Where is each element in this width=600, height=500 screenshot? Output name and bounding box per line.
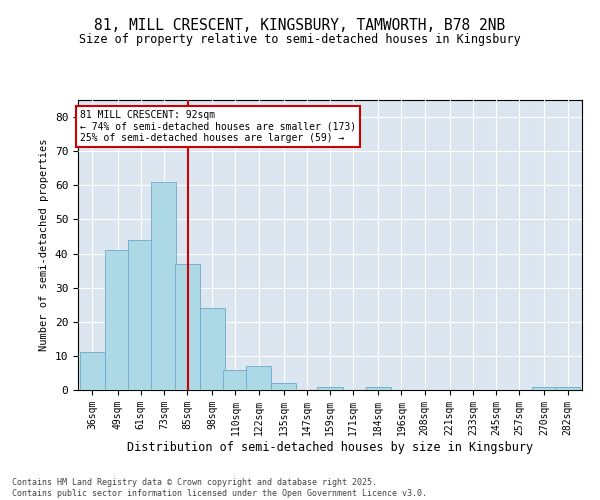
Bar [317,386,343,390]
Bar [555,386,580,390]
Y-axis label: Number of semi-detached properties: Number of semi-detached properties [39,138,49,352]
Text: 81 MILL CRESCENT: 92sqm
← 74% of semi-detached houses are smaller (173)
25% of s: 81 MILL CRESCENT: 92sqm ← 74% of semi-de… [80,110,356,144]
Bar [175,264,200,390]
Text: Contains HM Land Registry data © Crown copyright and database right 2025.
Contai: Contains HM Land Registry data © Crown c… [12,478,427,498]
Bar [128,240,154,390]
Text: 81, MILL CRESCENT, KINGSBURY, TAMWORTH, B78 2NB: 81, MILL CRESCENT, KINGSBURY, TAMWORTH, … [94,18,506,32]
Bar [223,370,248,390]
Bar [271,383,296,390]
Bar [366,386,391,390]
Bar [80,352,105,390]
Bar [246,366,271,390]
Bar [532,386,557,390]
X-axis label: Distribution of semi-detached houses by size in Kingsbury: Distribution of semi-detached houses by … [127,440,533,454]
Bar [105,250,130,390]
Bar [200,308,225,390]
Text: Size of property relative to semi-detached houses in Kingsbury: Size of property relative to semi-detach… [79,32,521,46]
Bar [151,182,176,390]
